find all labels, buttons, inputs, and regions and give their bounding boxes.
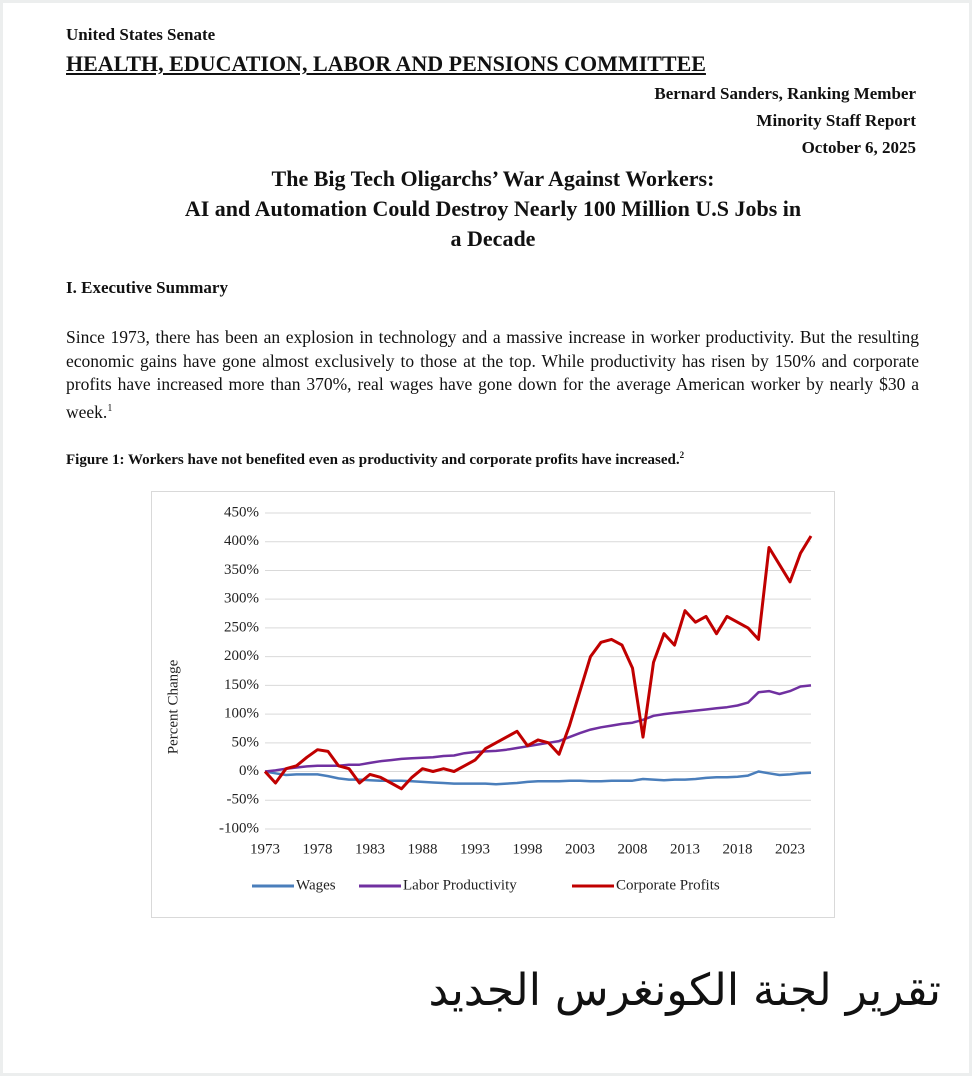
y-tick-label: 350% [224,562,259,578]
header-line: Minority Staff Report [756,111,916,130]
y-tick-label: 400% [224,533,259,549]
footnote-mark: 1 [107,402,113,414]
org: United States Senate [66,25,216,44]
y-axis-title: Percent Change [165,659,181,754]
x-tick-label: 1983 [355,841,385,857]
paragraph-text: Since 1973, there has been an explosion … [66,327,919,422]
title: The Big Tech Oligarchs’ War Against Work… [103,164,883,254]
y-tick-label: 150% [224,677,259,693]
legend-label: Wages [296,877,336,893]
overlay-caption: تقرير لجنة الكونغرس الجديد [428,965,941,1016]
x-tick-label: 2003 [565,841,595,857]
y-tick-label: 300% [224,591,259,607]
y-tick-label: 200% [224,648,259,664]
y-tick-label: 100% [224,706,259,722]
footnote-mark: 2 [679,450,685,460]
series-line [264,684,812,773]
series-line [264,770,812,786]
title-line: AI and Automation Could Destroy Nearly 1… [184,196,802,251]
figure-caption: Figure 1: Workers have not benefited eve… [66,450,684,469]
x-tick-label: 2008 [618,841,648,857]
legend-label: Labor Productivity [403,877,517,893]
x-tick-label: 2013 [670,841,700,857]
y-tick-label: -50% [227,792,260,808]
y-tick-label: 0% [239,763,259,779]
legend-label: Corporate Profits [616,877,720,893]
chart: Percent Change -100% -50% 0% 50% 100% 150% 200… [165,504,813,893]
paragraph: Since 1973, there has been an explosion … [66,326,919,424]
figure-label: Figure 1 [66,452,120,468]
committee: HEALTH, EDUCATION, LABOR AND PENSIONS CO… [66,51,706,76]
header-line: October 6, 2025 [801,138,916,157]
series-line [263,535,813,791]
header-line: Bernard Sanders, Ranking Member [654,84,916,103]
x-tick-label: 1978 [303,841,333,857]
figure-text: : Workers have not benefited even as pro… [119,452,680,468]
x-tick-label: 1988 [408,841,438,857]
y-tick-label: 250% [224,619,259,635]
y-tick-label: -100% [219,820,259,836]
chart-frame: Percent Change -100% -50% 0% 50% 100% 150% 200… [151,491,835,918]
y-tick-label: 50% [232,734,260,750]
x-tick-label: 1973 [250,841,280,857]
x-tick-label: 1993 [460,841,490,857]
y-tick-label: 450% [224,504,259,520]
x-tick-label: 2018 [723,841,753,857]
section-heading: I. Executive Summary [66,278,228,297]
x-tick-label: 2023 [775,841,805,857]
title-line: The Big Tech Oligarchs’ War Against Work… [271,166,715,191]
x-tick-label: 1998 [513,841,543,857]
